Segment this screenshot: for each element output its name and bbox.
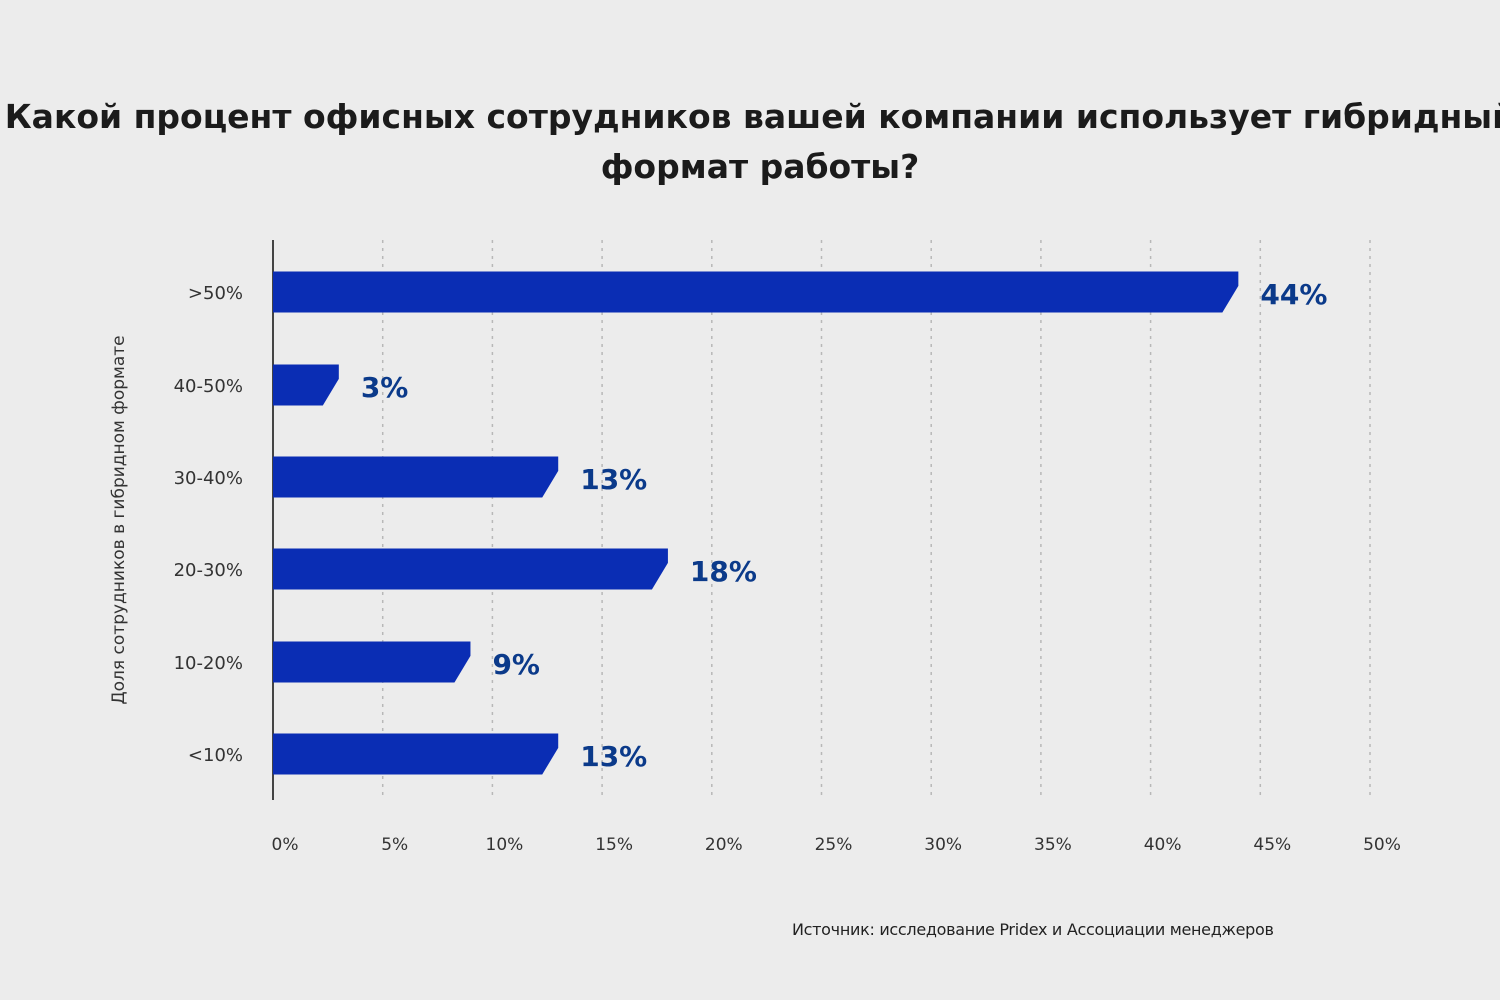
chart-title: Какой процент офисных сотрудников вашей … <box>4 97 1500 186</box>
bar <box>273 271 1239 313</box>
x-tick-label: 45% <box>1253 835 1291 855</box>
data-label: 3% <box>361 371 409 404</box>
x-tick-label: 20% <box>705 835 743 855</box>
data-label: 9% <box>492 648 540 681</box>
data-label: 13% <box>580 740 647 773</box>
x-tick-label: 10% <box>486 835 524 855</box>
x-tick-label: 35% <box>1034 835 1072 855</box>
x-tick-label: 50% <box>1363 835 1401 855</box>
x-tick-label: 40% <box>1144 835 1182 855</box>
x-tick-label: 15% <box>595 835 633 855</box>
category-label: >50% <box>188 283 243 304</box>
bar <box>273 548 668 590</box>
y-axis-label: Доля сотрудников в гибридном формате <box>109 335 129 704</box>
category-label: 10-20% <box>174 653 243 674</box>
category-label: 30-40% <box>174 468 243 489</box>
x-tick-label: 5% <box>381 835 408 855</box>
data-label: 18% <box>690 555 757 588</box>
data-label: 44% <box>1260 278 1327 311</box>
source-note: Источник: исследование Pridex и Ассоциац… <box>792 920 1274 939</box>
bar <box>273 456 559 498</box>
data-label: 13% <box>580 463 647 496</box>
bar <box>273 641 471 683</box>
category-label: <10% <box>188 745 243 766</box>
category-label: 20-30% <box>174 560 243 581</box>
bar <box>273 364 339 406</box>
bar <box>273 733 559 775</box>
category-label: 40-50% <box>174 376 243 397</box>
x-tick-label: 0% <box>272 835 299 855</box>
x-tick-label: 30% <box>924 835 962 855</box>
x-tick-label: 25% <box>815 835 853 855</box>
